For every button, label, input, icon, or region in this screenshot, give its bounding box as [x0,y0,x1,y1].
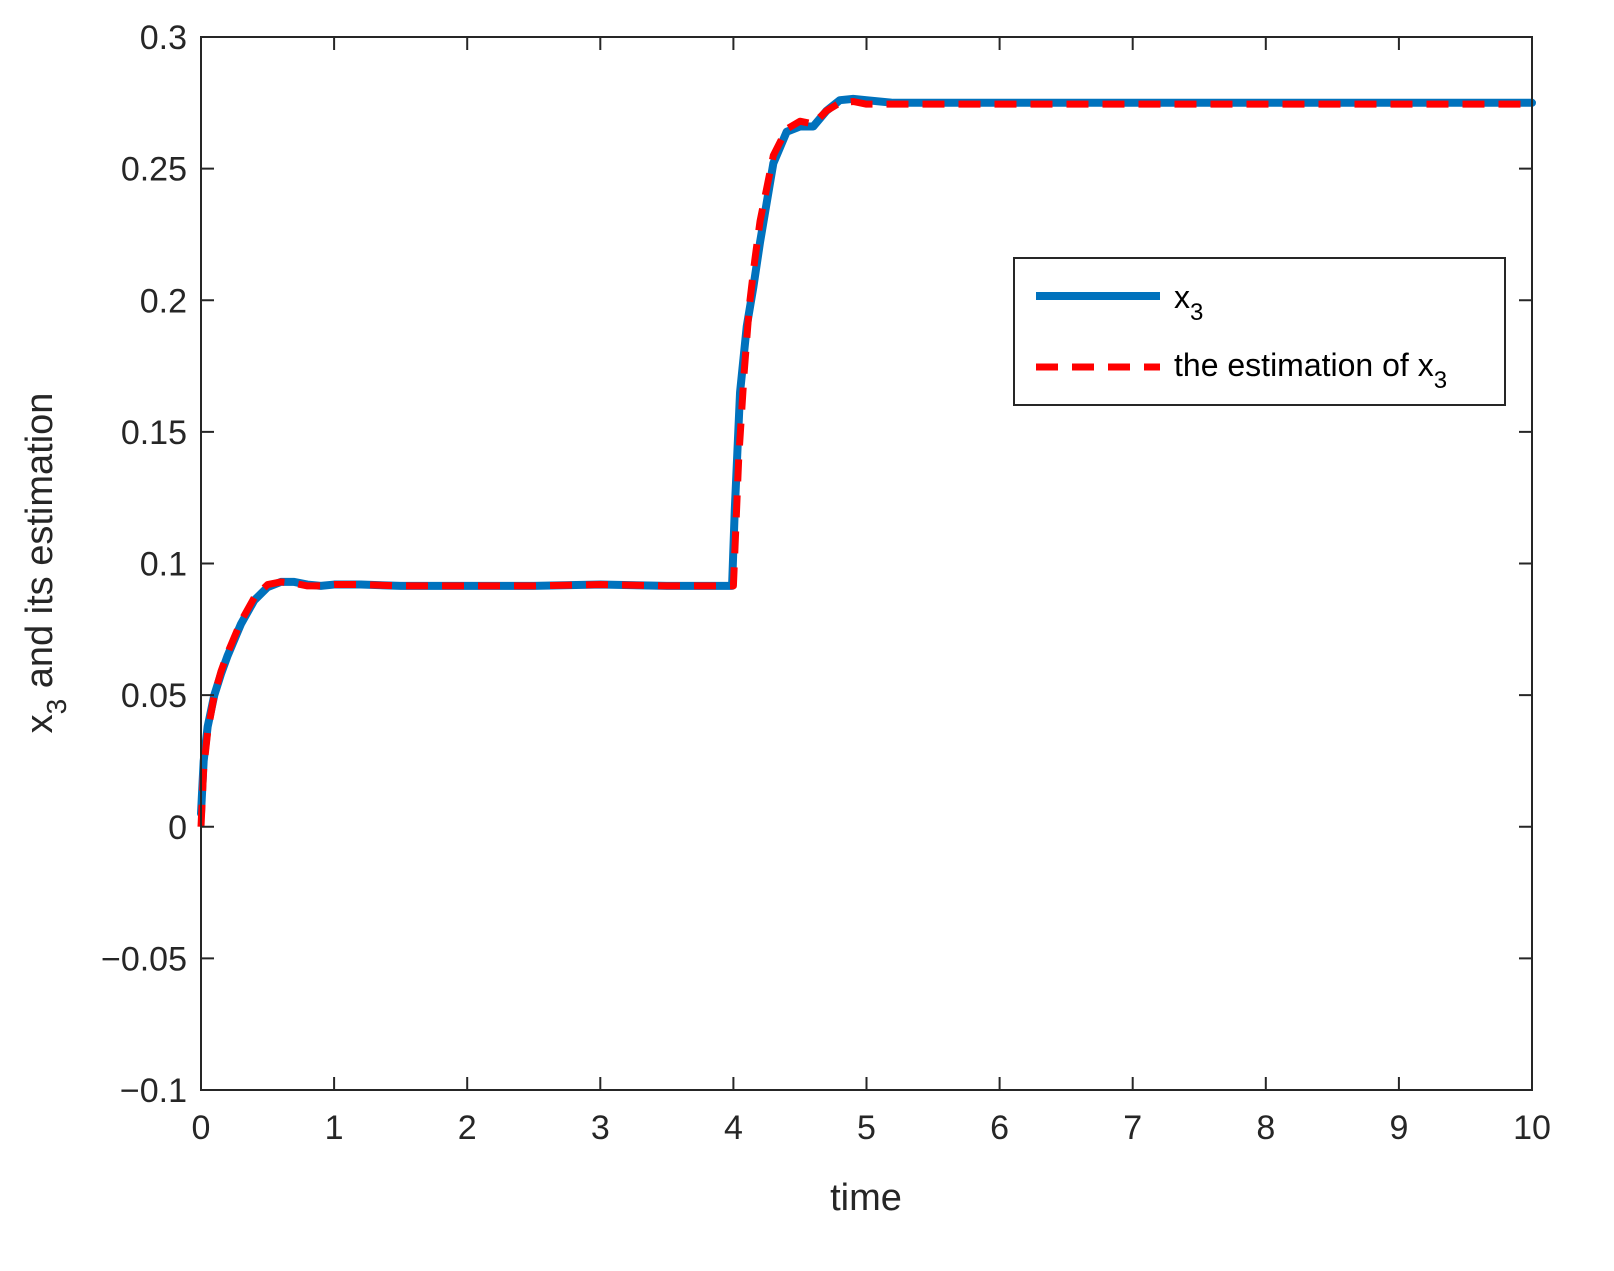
x-tick-label: 10 [1513,1109,1551,1147]
y-tick-label: 0.3 [140,19,187,57]
legend-label-series-1-base: x [1174,279,1190,315]
x-tick-label: 8 [1256,1109,1275,1147]
y-tick-label: 0.25 [121,151,187,189]
legend-label-series-2: the estimation of x3 [1174,347,1447,394]
legend-label-series-2-subscript: 3 [1434,367,1447,394]
y-tick-label: 0.2 [140,282,187,320]
x-tick-label: 1 [325,1109,344,1147]
y-tick-label: −0.05 [101,940,187,978]
legend-label-series-2-base: the estimation of x [1174,347,1434,383]
x-tick-label: 9 [1389,1109,1408,1147]
legend-label-series-1: x3 [1174,279,1203,326]
x-tick-label: 0 [192,1109,211,1147]
x-tick-label: 4 [724,1109,743,1147]
x-axis-label: time [830,1177,902,1219]
y-axis-label: x3 and its estimation [19,393,72,734]
y-tick-label: 0.15 [121,414,187,452]
series-line-2 [197,98,1532,827]
y-axis-label-subscript: 3 [41,699,72,715]
y-axis-label-base: x [19,714,61,733]
y-tick-label: 0 [168,809,187,847]
legend: x3 the estimation of x3 [1013,257,1506,406]
x-tick-label: 5 [857,1109,876,1147]
y-axis-label-rest: and its estimation [19,393,61,699]
y-tick-label: −0.1 [120,1072,187,1110]
series-lines [197,94,1536,827]
y-tick-label: 0.1 [140,546,187,584]
y-tick-label: 0.05 [121,677,187,715]
x-tick-label: 7 [1123,1109,1142,1147]
legend-box [1013,257,1506,406]
x-tick-label: 2 [458,1109,477,1147]
legend-label-series-1-subscript: 3 [1190,299,1203,326]
x-tick-label: 6 [990,1109,1009,1147]
axis-ticks: 0 1 2 3 4 5 6 7 8 9 10 −0.1 −0.05 0 0.05 0.1 0.15 0.2 0.25… [101,19,1551,1147]
x-tick-label: 3 [591,1109,610,1147]
